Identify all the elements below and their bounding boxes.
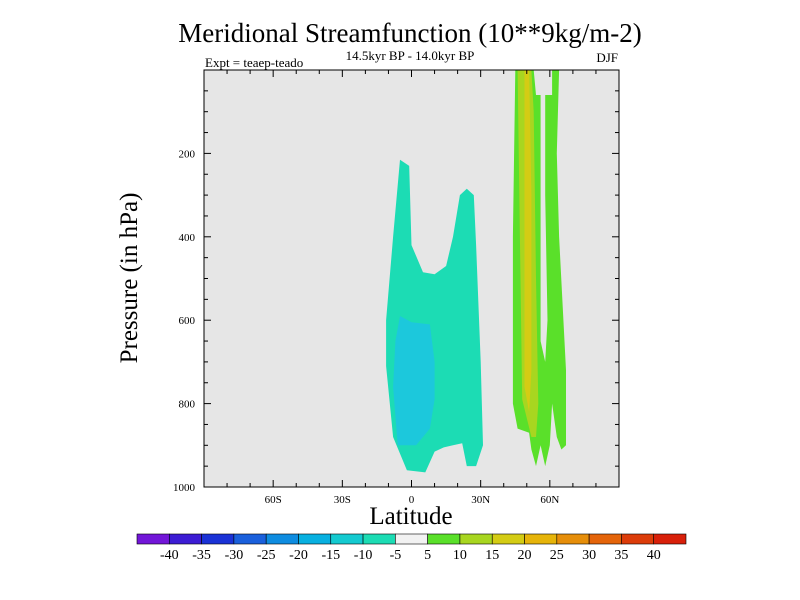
colorbar-swatch [491, 533, 525, 545]
contour-region-nh-ring-20 [524, 70, 532, 412]
colorbar-label: 25 [550, 548, 564, 563]
colorbar-label: 35 [614, 548, 628, 563]
colorbar: -40 -35 -30 -25 -20 -15 -10 -5 5 10 15 20 25 30 35 40 [136, 533, 687, 563]
colorbar-swatch [588, 533, 622, 545]
colorbar-swatch [459, 533, 493, 545]
colorbar-swatch [201, 533, 235, 545]
colorbar-label: -5 [390, 548, 402, 563]
colorbar-swatch [395, 533, 428, 545]
contour-region-nh-inner-gap [540, 70, 548, 362]
contour-regions [386, 70, 566, 473]
x-axis-label: Latitude [369, 503, 452, 530]
colorbar-label: -35 [192, 548, 211, 563]
colorbar-swatch [168, 533, 202, 545]
colorbar-label: -10 [354, 548, 373, 563]
x-tick-label: 30N [471, 494, 490, 506]
colorbar-swatch [136, 533, 170, 545]
colorbar-swatch [556, 533, 590, 545]
colorbar-swatch [330, 533, 364, 545]
colorbar-label: -30 [225, 548, 244, 563]
x-tick-label: 60N [540, 494, 559, 506]
colorbar-swatch [298, 533, 332, 545]
colorbar-swatch [265, 533, 299, 545]
x-tick-label: 0 [409, 494, 415, 506]
plot-frame [203, 69, 620, 488]
colorbar-label: 30 [582, 548, 596, 563]
y-tick-label: 1000 [173, 482, 196, 494]
experiment-note: Expt = teaep-teado [205, 55, 303, 70]
colorbar-swatch [427, 533, 461, 545]
colorbar-swatch [233, 533, 267, 545]
colorbar-label: -20 [289, 548, 308, 563]
colorbar-label: 15 [485, 548, 499, 563]
colorbar-swatch [524, 533, 558, 545]
y-tick-label: 400 [179, 232, 196, 244]
colorbar-label: -15 [321, 548, 340, 563]
axis-ticks: 60S 30S 0 30N 60N 200 400 600 800 1000 [173, 70, 619, 506]
season-note: DJF [596, 50, 618, 65]
x-tick-label: 30S [334, 494, 351, 506]
colorbar-label: -25 [257, 548, 276, 563]
colorbar-swatch [362, 533, 396, 545]
chart-title: Meridional Streamfunction (10**9kg/m-2) [178, 18, 641, 48]
colorbar-swatch [621, 533, 654, 545]
colorbar-swatch [653, 533, 687, 545]
colorbar-label: 40 [647, 548, 661, 563]
chart-subtitle: 14.5kyr BP - 14.0kyr BP [346, 48, 475, 63]
colorbar-label: 5 [424, 548, 431, 563]
y-tick-label: 200 [179, 148, 196, 160]
colorbar-label: 20 [518, 548, 532, 563]
y-tick-label: 800 [179, 399, 196, 411]
contour-region-sh-tropical-core [393, 316, 435, 446]
y-axis-label: Pressure (in hPa) [116, 193, 143, 364]
colorbar-label: 10 [453, 548, 467, 563]
colorbar-label: -40 [160, 548, 179, 563]
x-tick-label: 60S [265, 494, 282, 506]
y-tick-label: 600 [179, 315, 196, 327]
